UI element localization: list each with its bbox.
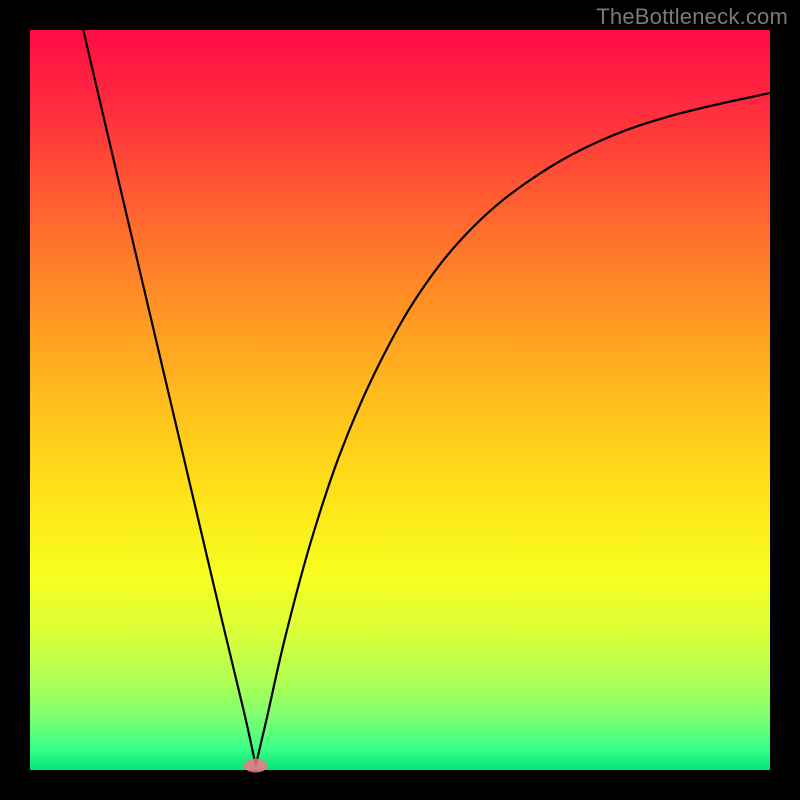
chart-container: TheBottleneck.com bbox=[0, 0, 800, 800]
watermark-text: TheBottleneck.com bbox=[596, 4, 788, 30]
plot-background bbox=[30, 30, 770, 770]
minimum-marker bbox=[244, 759, 268, 773]
bottleneck-chart bbox=[0, 0, 800, 800]
